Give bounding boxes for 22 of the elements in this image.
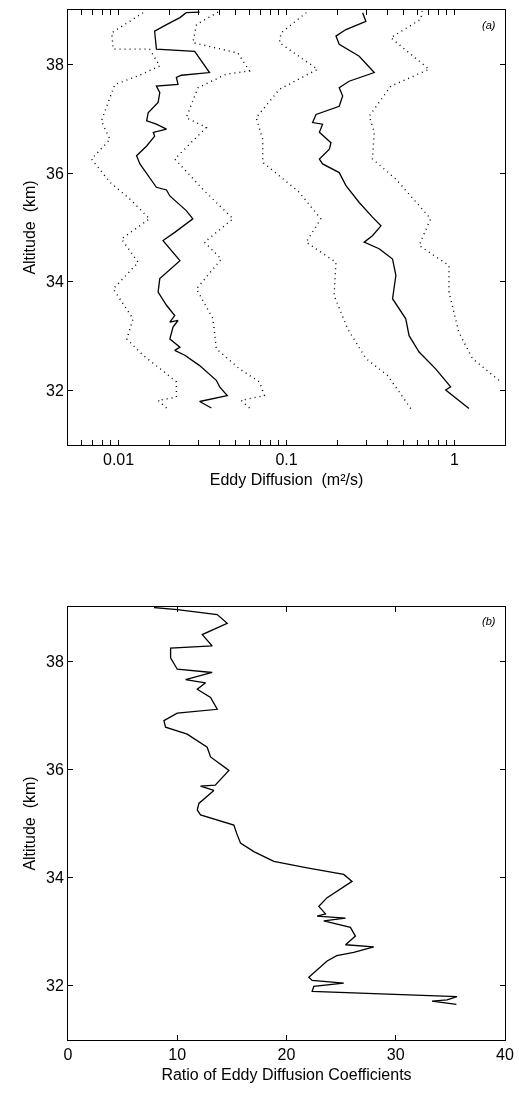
- y-axis-title: Altitude (km): [20, 180, 38, 275]
- x-tick-label: 0.1: [275, 451, 298, 469]
- x-tick-label: 10: [168, 1046, 187, 1064]
- x-tick-label: 40: [496, 1046, 514, 1064]
- y-tick-label: 38: [46, 55, 64, 73]
- y-axis-title: Altitude (km): [20, 776, 38, 871]
- x-tick-label: 20: [277, 1046, 296, 1064]
- x-tick-label: 30: [386, 1046, 405, 1064]
- x-tick-label: 0: [63, 1046, 73, 1064]
- x-axis-title: Ratio of Eddy Diffusion Coefficients: [161, 1065, 412, 1083]
- y-tick-label: 34: [46, 869, 64, 887]
- y-tick-label: 32: [46, 977, 64, 995]
- annotation: (b): [482, 615, 496, 627]
- y-tick-label: 32: [46, 382, 64, 400]
- y-tick-label: 36: [46, 164, 64, 182]
- y-tick-label: 34: [46, 273, 64, 291]
- annotation: (a): [482, 19, 496, 31]
- x-axis-title: Eddy Diffusion (m²/s): [209, 470, 364, 488]
- y-tick-label: 36: [46, 760, 64, 778]
- y-tick-label: 38: [46, 652, 64, 670]
- x-tick-label: 0.01: [102, 451, 135, 469]
- x-tick-label: 1: [449, 451, 459, 469]
